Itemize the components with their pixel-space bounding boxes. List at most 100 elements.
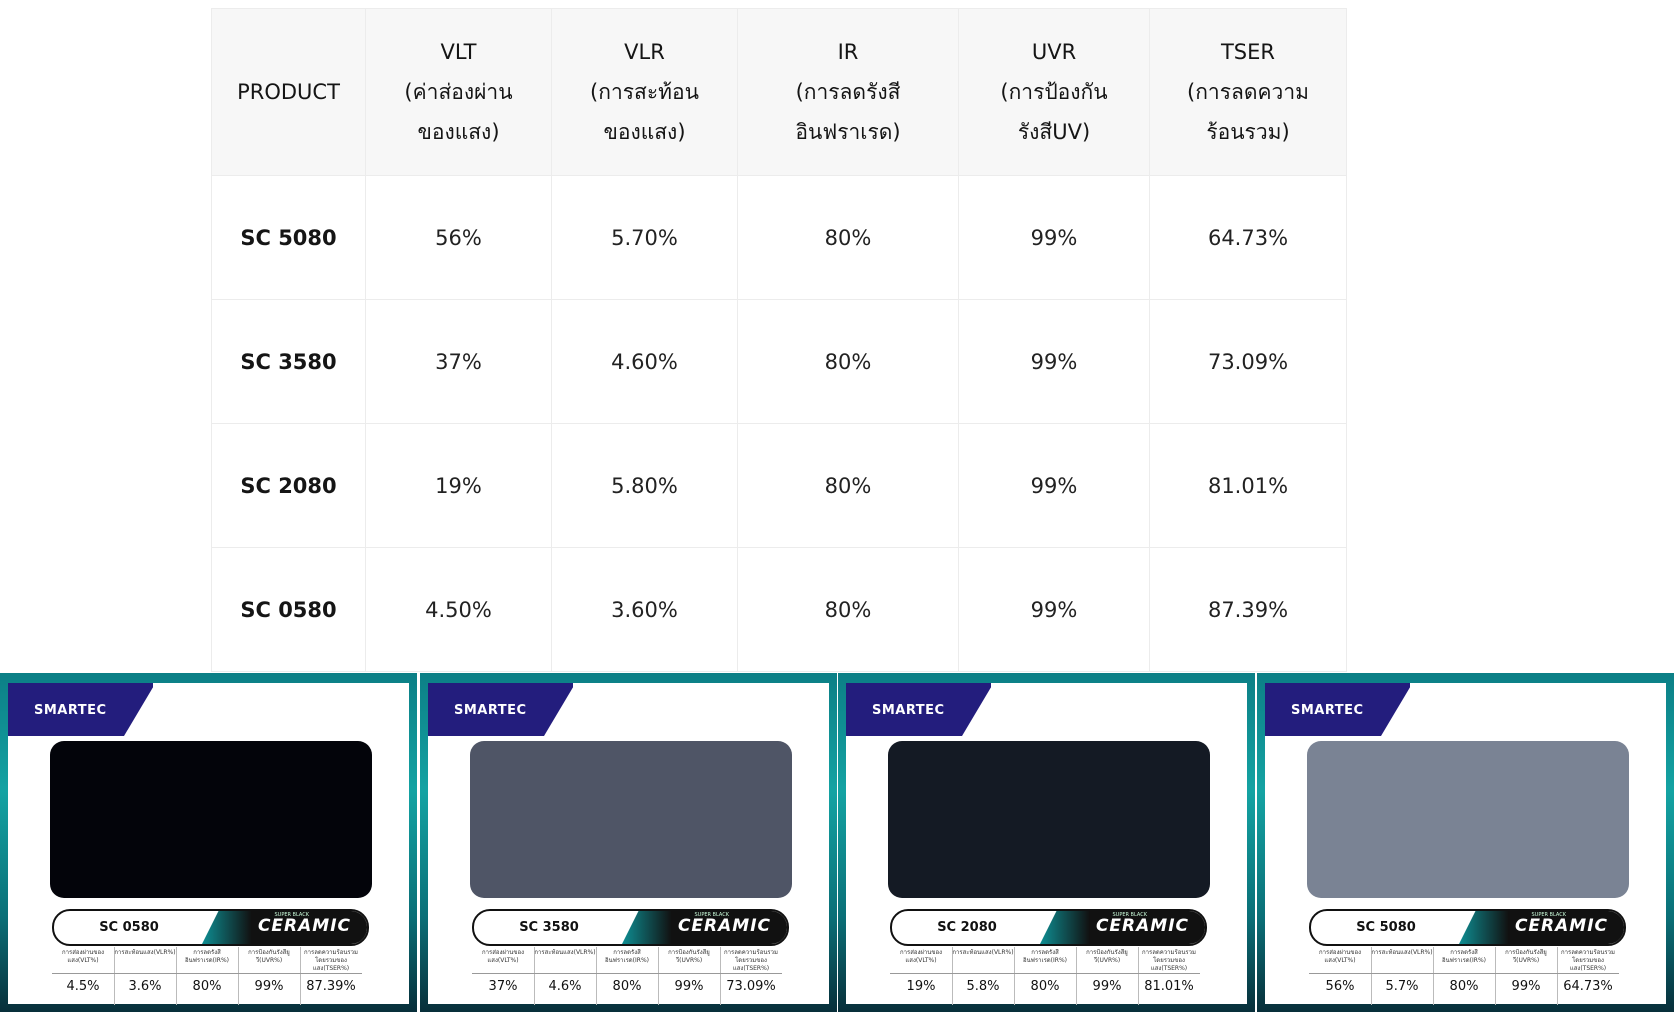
vlr-cell: 4.60% [551,299,738,424]
stat-column: การสะท้อนแสง(VLR%) 3.6% [114,947,177,1005]
stats-table: การส่องผ่านของแสง(VLT%) 37% การสะท้อนแสง(V… [472,947,782,1005]
vlr-cell: 5.70% [551,175,738,300]
stat-column: การส่องผ่านของแสง(VLT%) 56% [1309,947,1372,1005]
ir-cell: 80% [737,423,959,548]
vlt-cell: 19% [365,423,552,548]
ceramic-sub-label: SUPER BLACK [1112,912,1147,918]
header-uvr-desc-2: รังสีUV) [1017,120,1091,144]
ceramic-label: CERAMIC [1514,916,1608,936]
header-product-label: PRODUCT [237,80,340,104]
product-card[interactable]: SMARTEC SC 2080 SUPER BLACK CERAMIC การส่องผ… [838,673,1255,1012]
uvr-cell: 99% [958,423,1150,548]
stat-column: การลดความร้อนรวมโดยรวมของแสง(TSER%) 81.01… [1138,947,1200,1005]
stat-value: 99% [1092,979,1122,994]
table-row: SC 2080 19% 5.80% 80% 99% 81.01% [211,423,1347,548]
stat-value: 80% [1030,979,1060,994]
card-body: SMARTEC SC 2080 SUPER BLACK CERAMIC การส่องผ… [846,683,1247,1005]
stat-label: การป้องกันรังสียูวี(UVR%) [658,949,720,974]
stat-label: การลดความร้อนรวมโดยรวมของแสง(TSER%) [1557,949,1619,974]
stat-column: การป้องกันรังสียูวี(UVR%) 99% [658,947,721,1005]
stat-column: การลดความร้อนรวมโดยรวมของแสง(TSER%) 73.09… [720,947,782,1005]
brand-logo: SMARTEC [8,683,153,736]
vlt-cell: 37% [365,299,552,424]
stat-value: 87.39% [306,979,356,994]
stat-label: การสะท้อนแสง(VLR%) [1371,949,1433,974]
stat-column: การส่องผ่านของแสง(VLT%) 37% [472,947,535,1005]
stat-label: การป้องกันรังสียูวี(UVR%) [238,949,300,974]
header-uvr-desc-1: (การป้องกัน [1000,80,1108,104]
header-vlr: VLR (การสะท้อน ของแสง) [551,8,738,176]
header-product: PRODUCT [211,8,366,176]
ceramic-label: CERAMIC [1095,916,1189,936]
stat-column: การป้องกันรังสียูวี(UVR%) 99% [1495,947,1558,1005]
stat-value: 81.01% [1144,979,1194,994]
tser-cell: 81.01% [1149,423,1347,548]
stat-value: 19% [906,979,936,994]
stat-value: 5.7% [1385,979,1419,994]
vlt-cell: 56% [365,175,552,300]
stat-label: การลดความร้อนรวมโดยรวมของแสง(TSER%) [1138,949,1200,974]
table-row: SC 3580 37% 4.60% 80% 99% 73.09% [211,299,1347,424]
header-ir-desc-2: อินฟราเรด) [795,120,901,144]
stat-value: 73.09% [726,979,776,994]
film-swatch [470,741,792,898]
product-cell: SC 5080 [211,175,366,300]
header-tser-desc-2: ร้อนรวม) [1206,120,1290,144]
product-name-bar: SC 5080 SUPER BLACK CERAMIC [1309,909,1626,946]
product-cards: SMARTEC SC 0580 SUPER BLACK CERAMIC การส่องผ… [0,673,1674,1012]
stat-label: การสะท้อนแสง(VLR%) [952,949,1014,974]
brand-name: SMARTEC [1291,703,1364,718]
brand-name: SMARTEC [872,703,945,718]
stat-value: 37% [488,979,518,994]
stat-value: 99% [1511,979,1541,994]
stat-label: การส่องผ่านของแสง(VLT%) [890,949,952,974]
header-vlr-title: VLR [624,40,665,64]
brand-logo: SMARTEC [846,683,991,736]
header-vlr-desc-1: (การสะท้อน [590,80,699,104]
product-cell: SC 0580 [211,547,366,672]
ceramic-logo: SUPER BLACK CERAMIC [1459,911,1624,944]
ir-cell: 80% [737,299,959,424]
stat-value: 4.6% [548,979,582,994]
stat-column: การลดความร้อนรวมโดยรวมของแสง(TSER%) 87.39… [300,947,362,1005]
stat-column: การป้องกันรังสียูวี(UVR%) 99% [1076,947,1139,1005]
uvr-cell: 99% [958,547,1150,672]
stat-label: การลดรังสีอินฟราเรด(IR%) [176,949,238,974]
stat-column: การสะท้อนแสง(VLR%) 5.8% [952,947,1015,1005]
header-vlt: VLT (ค่าส่องผ่าน ของแสง) [365,8,552,176]
stat-column: การลดความร้อนรวมโดยรวมของแสง(TSER%) 64.73… [1557,947,1619,1005]
stats-table: การส่องผ่านของแสง(VLT%) 4.5% การสะท้อนแสง(… [52,947,362,1005]
header-ir: IR (การลดรังสี อินฟราเรด) [737,8,959,176]
tser-cell: 64.73% [1149,175,1347,300]
header-uvr: UVR (การป้องกัน รังสีUV) [958,8,1150,176]
vlt-cell: 4.50% [365,547,552,672]
stat-label: การสะท้อนแสง(VLR%) [534,949,596,974]
stat-column: การลดรังสีอินฟราเรด(IR%) 80% [1014,947,1077,1005]
tser-cell: 87.39% [1149,547,1347,672]
ceramic-label: CERAMIC [677,916,771,936]
stat-value: 80% [192,979,222,994]
brand-logo: SMARTEC [1265,683,1410,736]
product-card[interactable]: SMARTEC SC 5080 SUPER BLACK CERAMIC การส่องผ… [1257,673,1674,1012]
stat-label: การสะท้อนแสง(VLR%) [114,949,176,974]
product-name-bar: SC 0580 SUPER BLACK CERAMIC [52,909,369,946]
stat-column: การลดรังสีอินฟราเรด(IR%) 80% [1433,947,1496,1005]
card-body: SMARTEC SC 5080 SUPER BLACK CERAMIC การส่องผ… [1265,683,1666,1005]
header-tser: TSER (การลดความ ร้อนรวม) [1149,8,1347,176]
product-name: SC 5080 [1356,920,1416,935]
product-card[interactable]: SMARTEC SC 0580 SUPER BLACK CERAMIC การส่องผ… [0,673,417,1012]
spec-table: PRODUCT VLT (ค่าส่องผ่าน ของแสง) VLR (กา… [211,8,1347,672]
product-card[interactable]: SMARTEC SC 3580 SUPER BLACK CERAMIC การส่องผ… [420,673,837,1012]
header-tser-title: TSER [1220,40,1276,64]
table-row: SC 0580 4.50% 3.60% 80% 99% 87.39% [211,547,1347,672]
film-swatch [50,741,372,898]
stat-label: การป้องกันรังสียูวี(UVR%) [1076,949,1138,974]
uvr-cell: 99% [958,175,1150,300]
stat-column: การป้องกันรังสียูวี(UVR%) 99% [238,947,301,1005]
stat-value: 80% [612,979,642,994]
header-vlt-title: VLT [440,40,477,64]
stat-column: การสะท้อนแสง(VLR%) 5.7% [1371,947,1434,1005]
header-vlr-desc-2: ของแสง) [603,120,686,144]
ceramic-sub-label: SUPER BLACK [1531,912,1566,918]
stat-label: การลดความร้อนรวมโดยรวมของแสง(TSER%) [720,949,782,974]
